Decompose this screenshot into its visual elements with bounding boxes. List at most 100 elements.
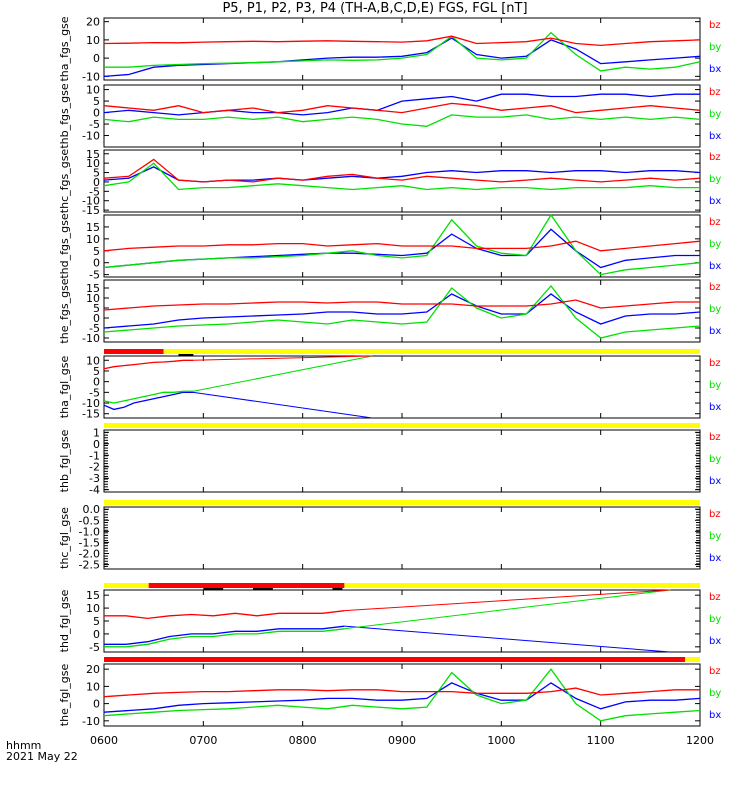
y-tick-label: 15	[86, 148, 100, 161]
y-tick-label: 5	[93, 167, 100, 180]
y-tick-label: -5	[89, 118, 100, 131]
y-tick-label: 20	[86, 663, 100, 676]
y-tick-label: -1	[89, 449, 100, 462]
y-tick-label: 0	[93, 176, 100, 189]
y-tick-label: 10	[86, 84, 100, 97]
series-by	[103, 213, 701, 276]
y-axis-label: the_fgl_gse	[58, 664, 71, 727]
legend-bz: bz	[709, 592, 721, 603]
series-bz	[103, 158, 701, 183]
y-tick-label: 5	[93, 245, 100, 258]
legend-by: by	[709, 380, 721, 391]
legend-bx: bx	[709, 261, 721, 272]
y-tick-label: 0	[93, 312, 100, 325]
series-by	[103, 162, 700, 191]
y-tick-label: -10	[82, 332, 100, 345]
x-tick-label: 1200	[686, 734, 714, 747]
y-tick-label: 5	[93, 615, 100, 628]
series-bx	[104, 625, 345, 645]
legend-bx: bx	[709, 710, 721, 721]
legend-bz: bz	[709, 509, 721, 520]
y-tick-label: 1	[93, 426, 100, 439]
y-axis-label: thd_fgs_gse	[58, 213, 71, 279]
gap-line-by	[193, 355, 373, 392]
y-tick-label: 0	[93, 698, 100, 711]
series-bx	[103, 93, 700, 116]
gap-line-by	[344, 589, 671, 630]
y-tick-label: 0	[93, 628, 100, 641]
y-tick-label: 0.0	[83, 503, 101, 516]
status-bar-segment	[163, 349, 701, 354]
legend-bx: bx	[709, 196, 721, 207]
plot-title: P5, P1, P2, P3, P4 (TH-A,B,C,D,E) FGS, F…	[222, 1, 528, 16]
y-tick-label: -4	[89, 484, 100, 497]
panel-frame	[103, 429, 701, 493]
y-axis-label: thb_fgl_gse	[58, 429, 71, 492]
gap-line-bz	[193, 355, 373, 361]
y-tick-label: 15	[86, 282, 100, 295]
series-by	[104, 628, 345, 648]
panel-frame	[103, 17, 701, 81]
gap-line-bx	[344, 625, 671, 653]
legend-by: by	[709, 614, 721, 625]
date-label: 2021 May 22	[6, 750, 78, 763]
x-tick-label: 1000	[487, 734, 515, 747]
series-bz	[104, 610, 345, 620]
panel-frame	[103, 589, 701, 653]
y-tick-label: -15	[82, 408, 100, 421]
y-tick-label: -5	[89, 386, 100, 399]
series-bx	[103, 682, 701, 713]
y-tick-label: 10	[86, 680, 100, 693]
series-bx	[103, 228, 700, 269]
status-bar-segment	[104, 349, 164, 354]
y-tick-label: -10	[82, 195, 100, 208]
legend-by: by	[709, 454, 721, 465]
y-tick-label: -5	[89, 641, 100, 654]
y-tick-label: -2.5	[79, 559, 100, 572]
panel-frame	[103, 663, 701, 727]
y-tick-label: -5	[89, 322, 100, 335]
series-bx	[103, 37, 701, 78]
status-bar-segment	[685, 657, 700, 662]
y-tick-label: -2.0	[79, 548, 100, 561]
series-bx	[103, 391, 194, 411]
y-axis-label: tha_fgs_gse	[58, 16, 71, 81]
time-axis-label: hhmm	[6, 739, 42, 752]
status-bar-segment	[148, 583, 345, 588]
series-by	[103, 284, 701, 339]
y-axis-label: thc_fgl_gse	[58, 507, 71, 569]
legend-bz: bz	[709, 20, 721, 31]
y-tick-label: -1.5	[79, 536, 100, 549]
legend-bz: bz	[709, 666, 721, 677]
status-bar-mark	[203, 588, 224, 590]
legend-bx: bx	[709, 476, 721, 487]
legend-bx: bx	[709, 402, 721, 413]
y-tick-label: -10	[82, 397, 100, 410]
y-tick-label: 15	[86, 589, 100, 602]
x-tick-label: 1100	[587, 734, 615, 747]
legend-by: by	[709, 688, 721, 699]
y-tick-label: -5	[89, 269, 100, 282]
series-by	[104, 31, 701, 72]
y-axis-label: tha_fgl_gse	[58, 356, 71, 419]
legend-by: by	[709, 42, 721, 53]
y-tick-label: -15	[82, 204, 100, 217]
status-bar-mark	[253, 588, 273, 590]
legend-bz: bz	[709, 282, 721, 293]
status-bar-segment	[104, 500, 700, 505]
panel-frame	[103, 355, 701, 419]
status-bar-segment	[104, 583, 149, 588]
panel-frame	[103, 506, 701, 570]
y-axis-label: thc_fgs_gse	[58, 149, 71, 214]
y-tick-label: 0	[93, 438, 100, 451]
series-by	[103, 668, 701, 722]
series-bz	[103, 687, 700, 698]
y-tick-label: -2	[89, 461, 100, 474]
legend-by: by	[709, 109, 721, 120]
y-tick-label: -10	[82, 715, 100, 728]
x-tick-label: 0900	[388, 734, 416, 747]
legend-bz: bz	[709, 152, 721, 163]
legend-by: by	[709, 531, 721, 542]
series-bz	[103, 240, 701, 252]
